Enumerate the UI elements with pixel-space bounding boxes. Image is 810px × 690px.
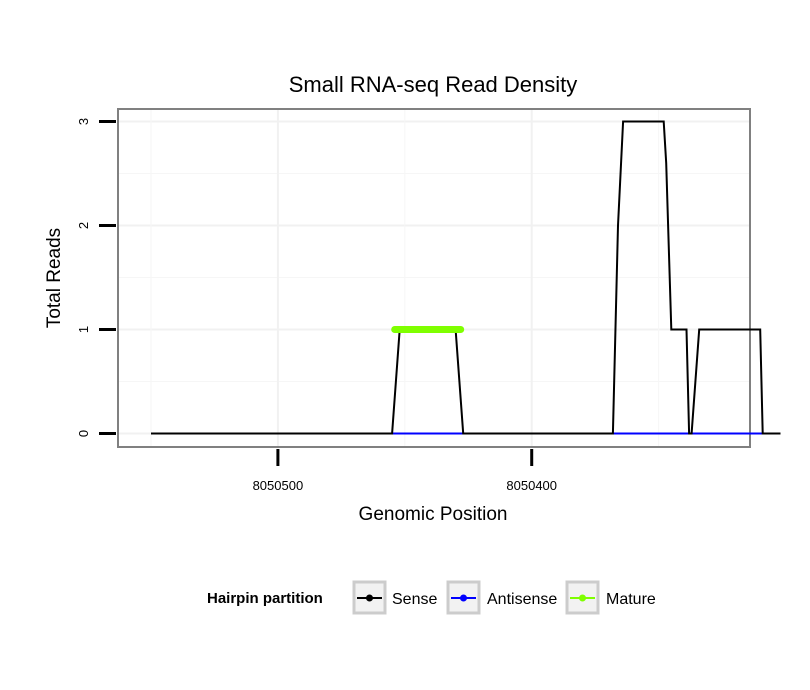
grid-lines — [118, 109, 750, 447]
legend-label-antisense: Antisense — [487, 591, 557, 608]
legend-label-sense: Sense — [392, 591, 437, 608]
y-tick-label: 3 — [76, 118, 91, 125]
legend-item-mature: Mature — [565, 580, 656, 615]
y-tick-label: 1 — [76, 326, 91, 333]
legend-label-mature: Mature — [606, 591, 656, 608]
plot-panel-border — [117, 108, 751, 448]
legend-title: Hairpin partition — [207, 590, 323, 607]
legend-marker-sense — [366, 594, 373, 602]
x-tick-label: 8050400 — [506, 478, 557, 493]
legend-marker-antisense — [460, 594, 467, 602]
axes: 0 1 2 3 8050500 8050400 — [76, 118, 557, 493]
x-axis-title: Genomic Position — [359, 504, 508, 525]
x-tick-label: 8050500 — [253, 478, 304, 493]
legend: Hairpin partition Sense Antisense Mature — [207, 580, 656, 615]
legend-item-sense: Sense — [352, 580, 437, 615]
y-axis-title: Total Reads — [44, 228, 65, 328]
legend-marker-mature — [579, 594, 586, 602]
y-tick-label: 0 — [76, 430, 91, 437]
series-lines — [151, 120, 781, 435]
y-tick-label: 2 — [76, 222, 91, 229]
legend-item-antisense: Antisense — [446, 580, 557, 615]
chart-title: Small RNA-seq Read Density — [289, 72, 578, 97]
